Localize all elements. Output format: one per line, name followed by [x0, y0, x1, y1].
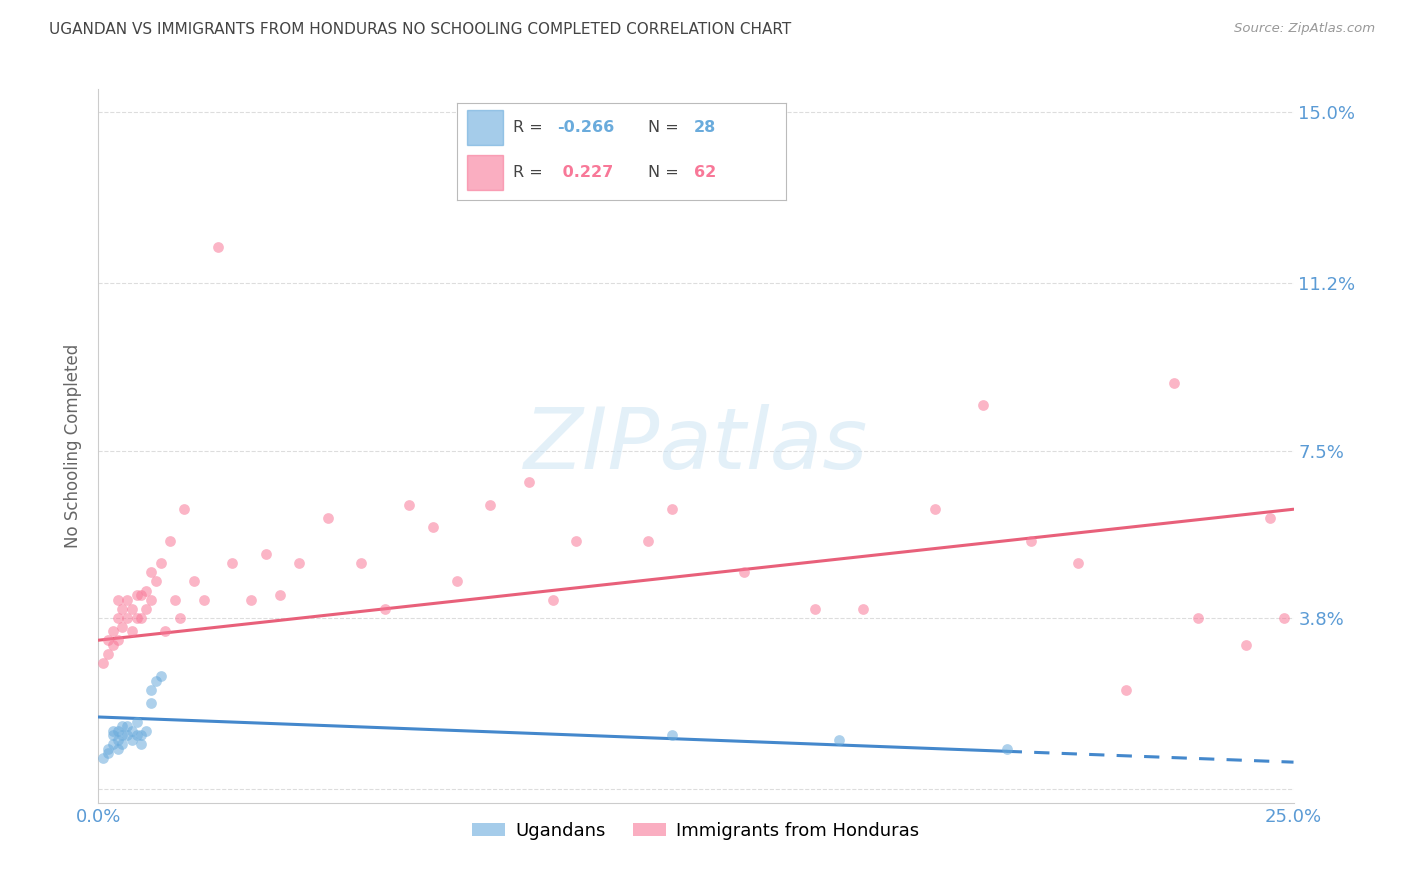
- Point: [107, 741, 129, 756]
- Point: [149, 669, 172, 683]
- Point: [221, 557, 243, 571]
- Point: [1234, 638, 1257, 652]
- Point: [125, 714, 148, 729]
- Point: [661, 502, 683, 516]
- Point: [1115, 682, 1137, 697]
- Point: [107, 592, 129, 607]
- Point: [207, 240, 229, 254]
- Point: [1067, 557, 1090, 571]
- Point: [173, 502, 195, 516]
- Point: [517, 475, 540, 490]
- Point: [101, 737, 124, 751]
- Text: Source: ZipAtlas.com: Source: ZipAtlas.com: [1234, 22, 1375, 36]
- Point: [254, 548, 277, 562]
- Point: [169, 610, 191, 624]
- Point: [135, 583, 157, 598]
- Point: [422, 520, 444, 534]
- Point: [972, 398, 994, 412]
- Point: [804, 601, 827, 615]
- Point: [131, 588, 153, 602]
- Point: [374, 601, 396, 615]
- Point: [288, 557, 311, 571]
- Point: [131, 610, 153, 624]
- Point: [541, 592, 564, 607]
- Point: [155, 624, 177, 639]
- Point: [1258, 511, 1281, 525]
- Point: [107, 610, 129, 624]
- Point: [316, 511, 339, 525]
- Point: [111, 719, 134, 733]
- Point: [111, 620, 134, 634]
- Point: [159, 533, 181, 548]
- Point: [131, 728, 153, 742]
- Point: [97, 647, 120, 661]
- Point: [101, 723, 124, 738]
- Point: [995, 741, 1018, 756]
- Point: [145, 574, 167, 589]
- Point: [135, 601, 157, 615]
- Point: [107, 633, 129, 648]
- Point: [107, 732, 129, 747]
- Point: [637, 533, 659, 548]
- Point: [446, 574, 468, 589]
- Text: ZIPatlas: ZIPatlas: [524, 404, 868, 488]
- Point: [101, 624, 124, 639]
- Point: [125, 728, 148, 742]
- Point: [107, 723, 129, 738]
- Point: [97, 741, 120, 756]
- Point: [121, 723, 143, 738]
- Point: [398, 498, 420, 512]
- Point: [565, 533, 588, 548]
- Point: [125, 588, 148, 602]
- Point: [924, 502, 946, 516]
- Point: [111, 737, 134, 751]
- Point: [111, 728, 134, 742]
- Point: [1187, 610, 1209, 624]
- Point: [139, 566, 162, 580]
- Legend: Ugandans, Immigrants from Honduras: Ugandans, Immigrants from Honduras: [465, 815, 927, 847]
- Point: [131, 737, 153, 751]
- Point: [240, 592, 263, 607]
- Point: [145, 673, 167, 688]
- Point: [139, 682, 162, 697]
- Point: [121, 601, 143, 615]
- Point: [479, 498, 502, 512]
- Point: [121, 732, 143, 747]
- Point: [139, 592, 162, 607]
- Point: [91, 656, 114, 670]
- Point: [121, 624, 143, 639]
- Point: [115, 610, 138, 624]
- Point: [183, 574, 205, 589]
- Point: [101, 638, 124, 652]
- Point: [149, 557, 172, 571]
- Point: [101, 728, 124, 742]
- Point: [1272, 610, 1295, 624]
- Point: [828, 732, 851, 747]
- Point: [115, 728, 138, 742]
- Point: [115, 592, 138, 607]
- Point: [97, 746, 120, 760]
- Point: [852, 601, 875, 615]
- Point: [97, 633, 120, 648]
- Point: [139, 697, 162, 711]
- Point: [115, 719, 138, 733]
- Point: [163, 592, 186, 607]
- Point: [193, 592, 215, 607]
- Point: [111, 601, 134, 615]
- Point: [269, 588, 291, 602]
- Point: [135, 723, 157, 738]
- Point: [733, 566, 755, 580]
- Y-axis label: No Schooling Completed: No Schooling Completed: [65, 344, 83, 548]
- Point: [125, 610, 148, 624]
- Point: [661, 728, 683, 742]
- Point: [350, 557, 373, 571]
- Point: [1019, 533, 1042, 548]
- Point: [91, 750, 114, 764]
- Text: UGANDAN VS IMMIGRANTS FROM HONDURAS NO SCHOOLING COMPLETED CORRELATION CHART: UGANDAN VS IMMIGRANTS FROM HONDURAS NO S…: [49, 22, 792, 37]
- Point: [1163, 376, 1185, 390]
